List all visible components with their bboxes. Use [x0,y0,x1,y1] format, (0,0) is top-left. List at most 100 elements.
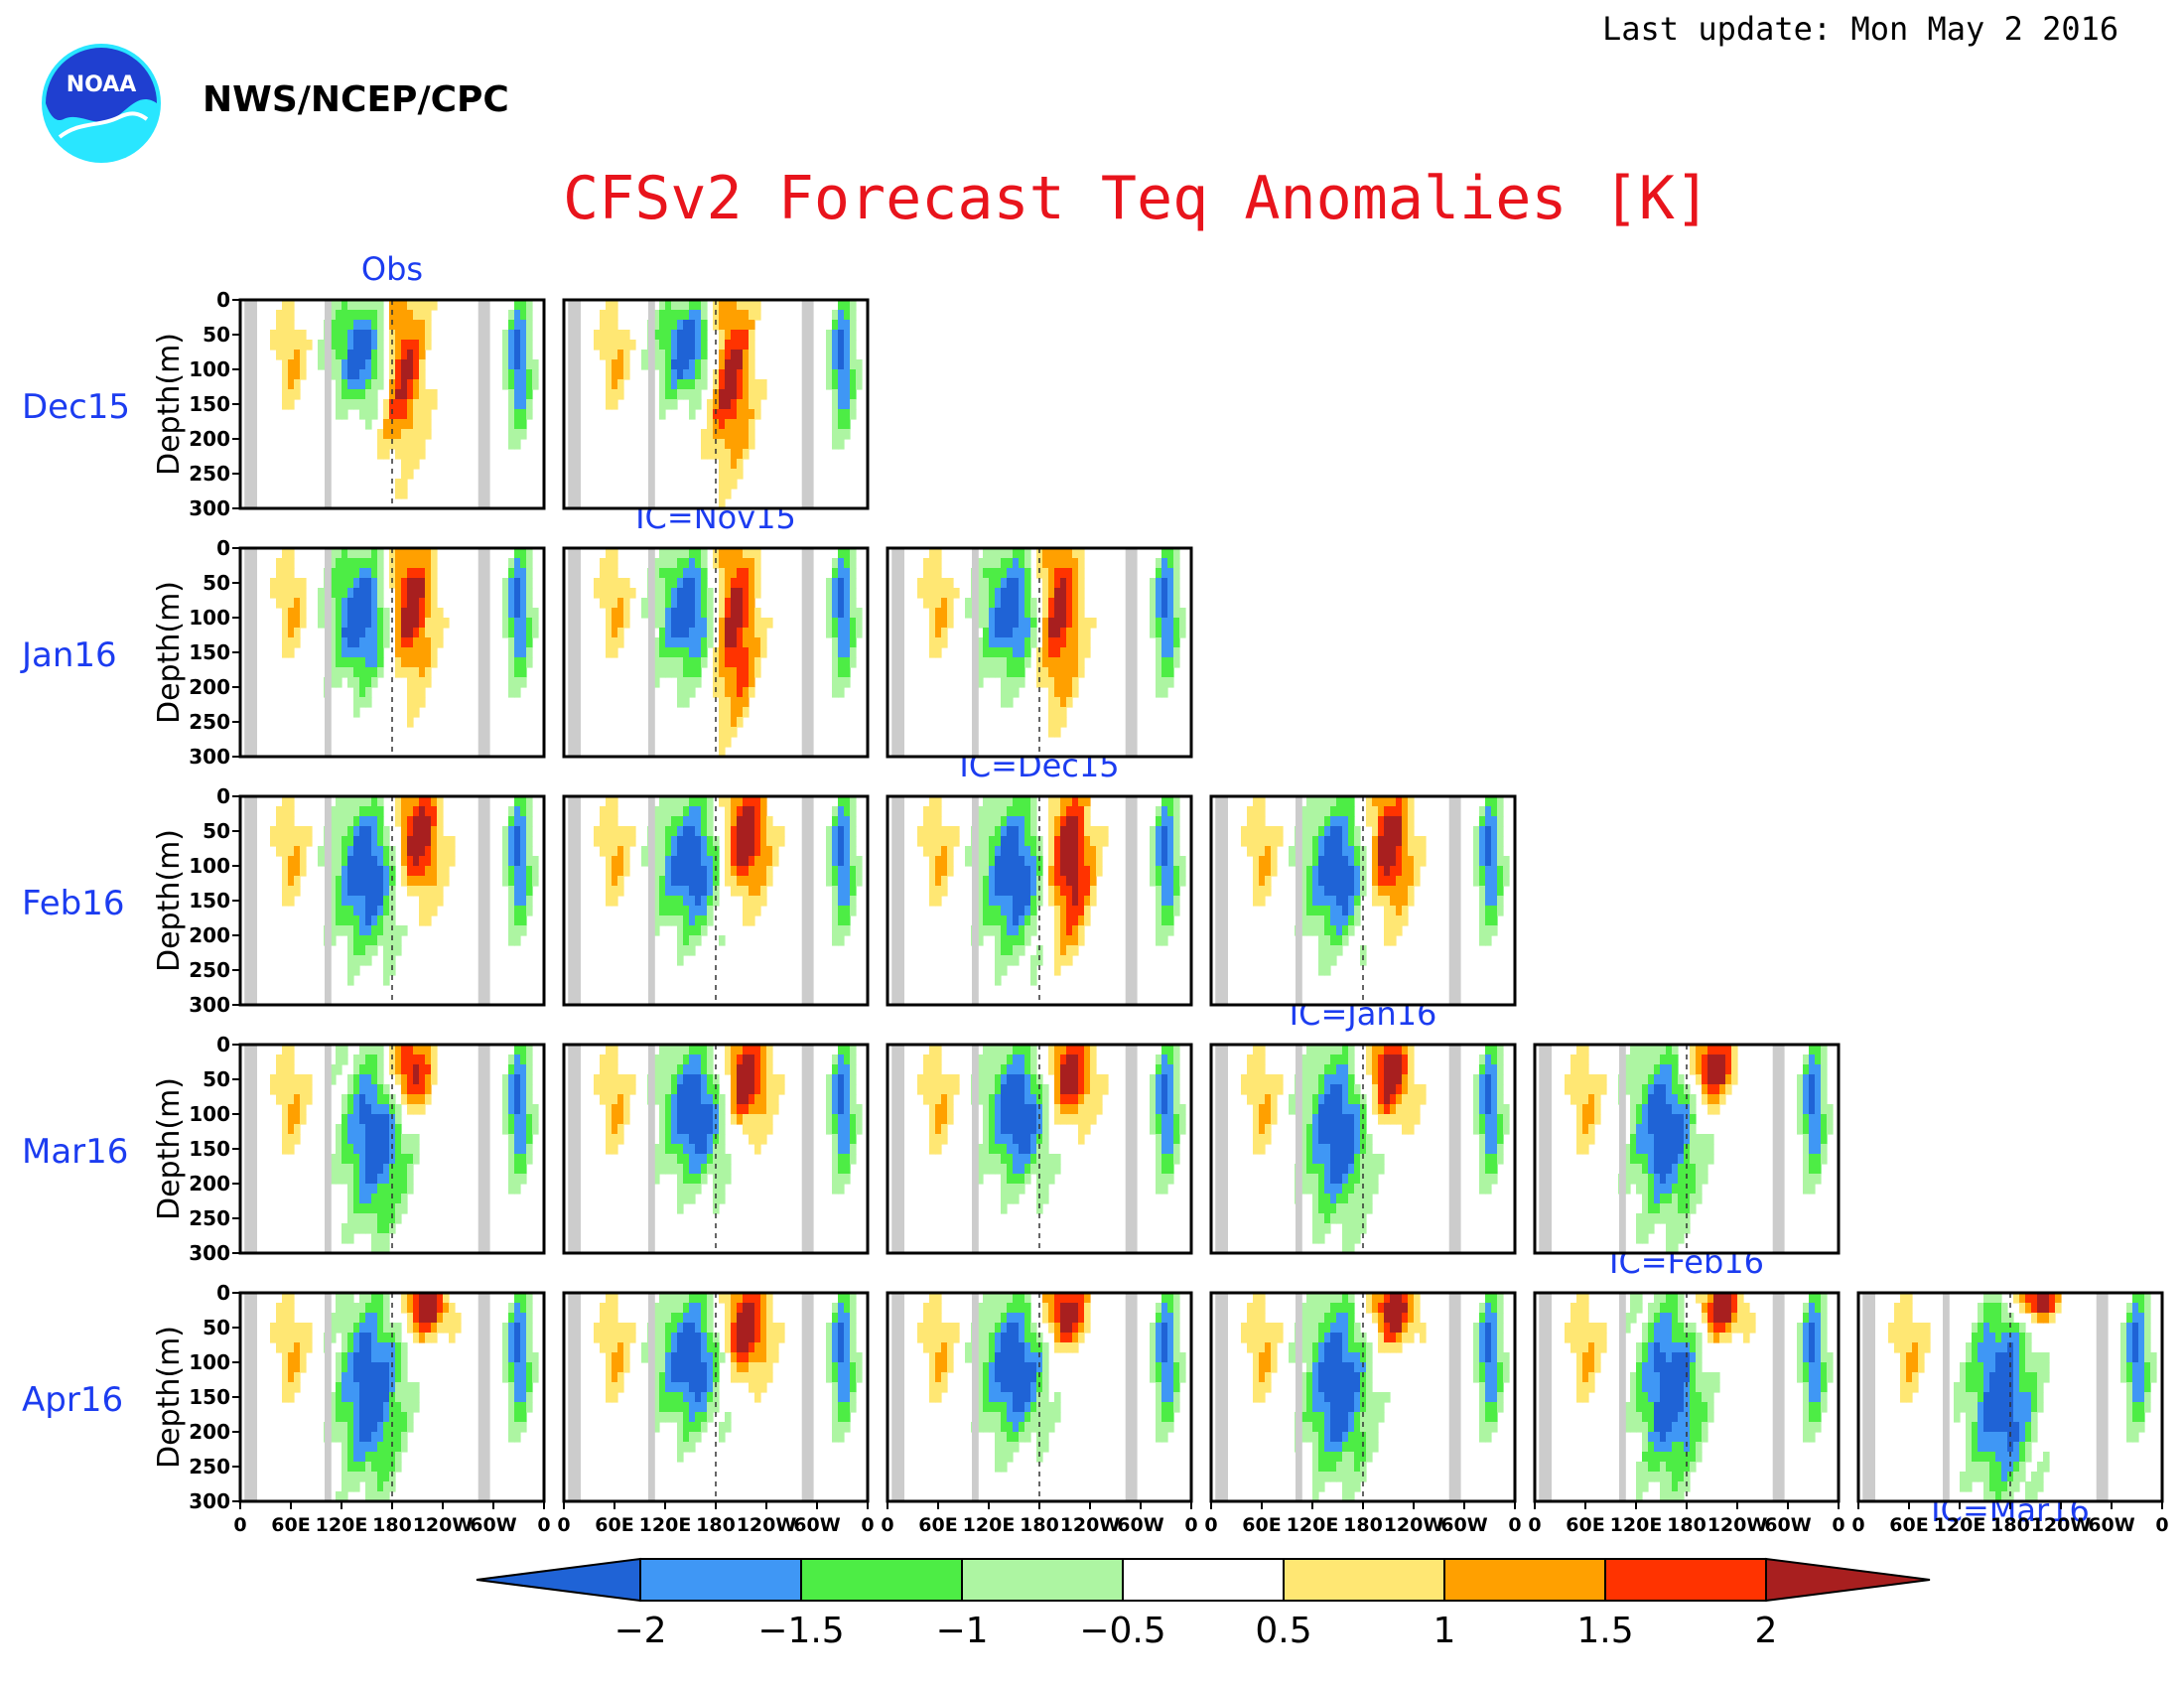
heatmap-cell [294,618,301,629]
heatmap-cell [1318,1223,1325,1234]
heatmap-cell [743,1124,750,1135]
heatmap-cell [701,379,708,390]
heatmap-cell [508,1114,515,1125]
heatmap-cell [1271,866,1278,877]
heatmap-cell [1072,618,1079,629]
heatmap-cell [1414,866,1421,877]
heatmap-cell [617,637,624,648]
heatmap-cell [659,628,666,638]
heatmap-cell [1054,1084,1061,1095]
heatmap-cell [989,1144,996,1155]
heatmap-panel [562,546,870,759]
heatmap-cell [725,429,732,440]
heatmap-cell [731,459,738,470]
heatmap-cell [1036,677,1043,688]
heatmap-cell [1078,1055,1085,1065]
heatmap-cell [425,826,432,837]
land-mask [568,1045,581,1253]
heatmap-cell [282,1074,289,1085]
heatmap-cell [935,846,942,857]
heatmap-cell [1072,1114,1079,1125]
heatmap-cell [719,1104,726,1115]
heatmap-cell [1042,558,1049,569]
heatmap-cell [778,826,785,837]
heatmap-cell [707,1104,714,1115]
heatmap-cell [617,1094,624,1105]
heatmap-cell [1402,1074,1409,1085]
heatmap-cell [318,359,325,370]
heatmap-cell [389,945,396,956]
heatmap-cell [1354,915,1361,926]
heatmap-cell [365,1203,372,1214]
heatmap-cell [606,836,613,847]
heatmap-cell [737,568,744,579]
heatmap-cell [617,1074,624,1085]
heatmap-cell [1342,1124,1349,1135]
heatmap-cell [401,459,408,470]
heatmap-cell [612,379,618,390]
heatmap-cell [850,1074,857,1085]
heatmap-cell [419,806,426,817]
heatmap-cell [606,866,613,877]
heatmap-cell [754,826,761,837]
heatmap-cell [989,548,996,559]
heatmap-cell [1156,677,1162,688]
heatmap-cell [371,1104,378,1115]
heatmap-cell [713,687,720,698]
heatmap-cell [731,469,738,480]
heatmap-cell [1030,836,1037,847]
heatmap-cell [419,330,426,341]
heatmap-cell [347,677,354,688]
heatmap-cell [754,906,761,916]
heatmap-cell [1402,876,1409,887]
heatmap-cell [754,796,761,807]
heatmap-cell [419,359,426,370]
heatmap-cell [294,886,301,897]
heatmap-cell [737,300,744,311]
heatmap-cell [365,1164,372,1175]
heatmap-cell [288,1104,295,1115]
heatmap-cell [832,439,839,450]
heatmap-cell [520,856,527,867]
heatmap-cell [383,1124,390,1135]
heatmap-cell [1306,906,1313,916]
heatmap-cell [1030,1144,1037,1155]
heatmap-cell [838,359,845,370]
heatmap-cell [689,1184,696,1195]
heatmap-cell [653,1074,660,1085]
heatmap-cell [508,598,515,609]
heatmap-cell [1253,1084,1260,1095]
heatmap-cell [617,826,624,837]
heatmap-cell [850,1114,857,1125]
heatmap-cell [288,866,295,877]
heatmap-cell [743,677,750,688]
heatmap-cell [1090,866,1097,877]
heatmap-cell [1378,846,1385,857]
heatmap-cell [520,1144,527,1155]
heatmap-cell [1624,1174,1631,1185]
heatmap-cell [383,906,390,916]
heatmap-cell [1473,876,1480,887]
heatmap-cell [935,558,942,569]
heatmap-cell [1167,1134,1174,1145]
heatmap-cell [1378,886,1385,897]
heatmap-cell [737,1055,744,1065]
heatmap-cell [1173,1094,1180,1105]
heatmap-cell [1013,876,1020,887]
heatmap-cell [1030,608,1037,619]
heatmap-cell [1090,876,1097,887]
heatmap-cell [749,647,755,658]
heatmap-cell [1007,816,1014,827]
heatmap-cell [1156,1124,1162,1135]
heatmap-cell [838,548,845,559]
heatmap-cell [600,806,607,817]
heatmap-cell [1318,896,1325,907]
heatmap-cell [347,856,354,867]
heatmap-cell [1271,1084,1278,1095]
heatmap-cell [1072,598,1079,609]
heatmap-cell [508,568,515,579]
heatmap-cell [923,578,930,589]
heatmap-cell [749,409,755,420]
heatmap-cell [989,1055,996,1065]
heatmap-cell [431,826,438,837]
